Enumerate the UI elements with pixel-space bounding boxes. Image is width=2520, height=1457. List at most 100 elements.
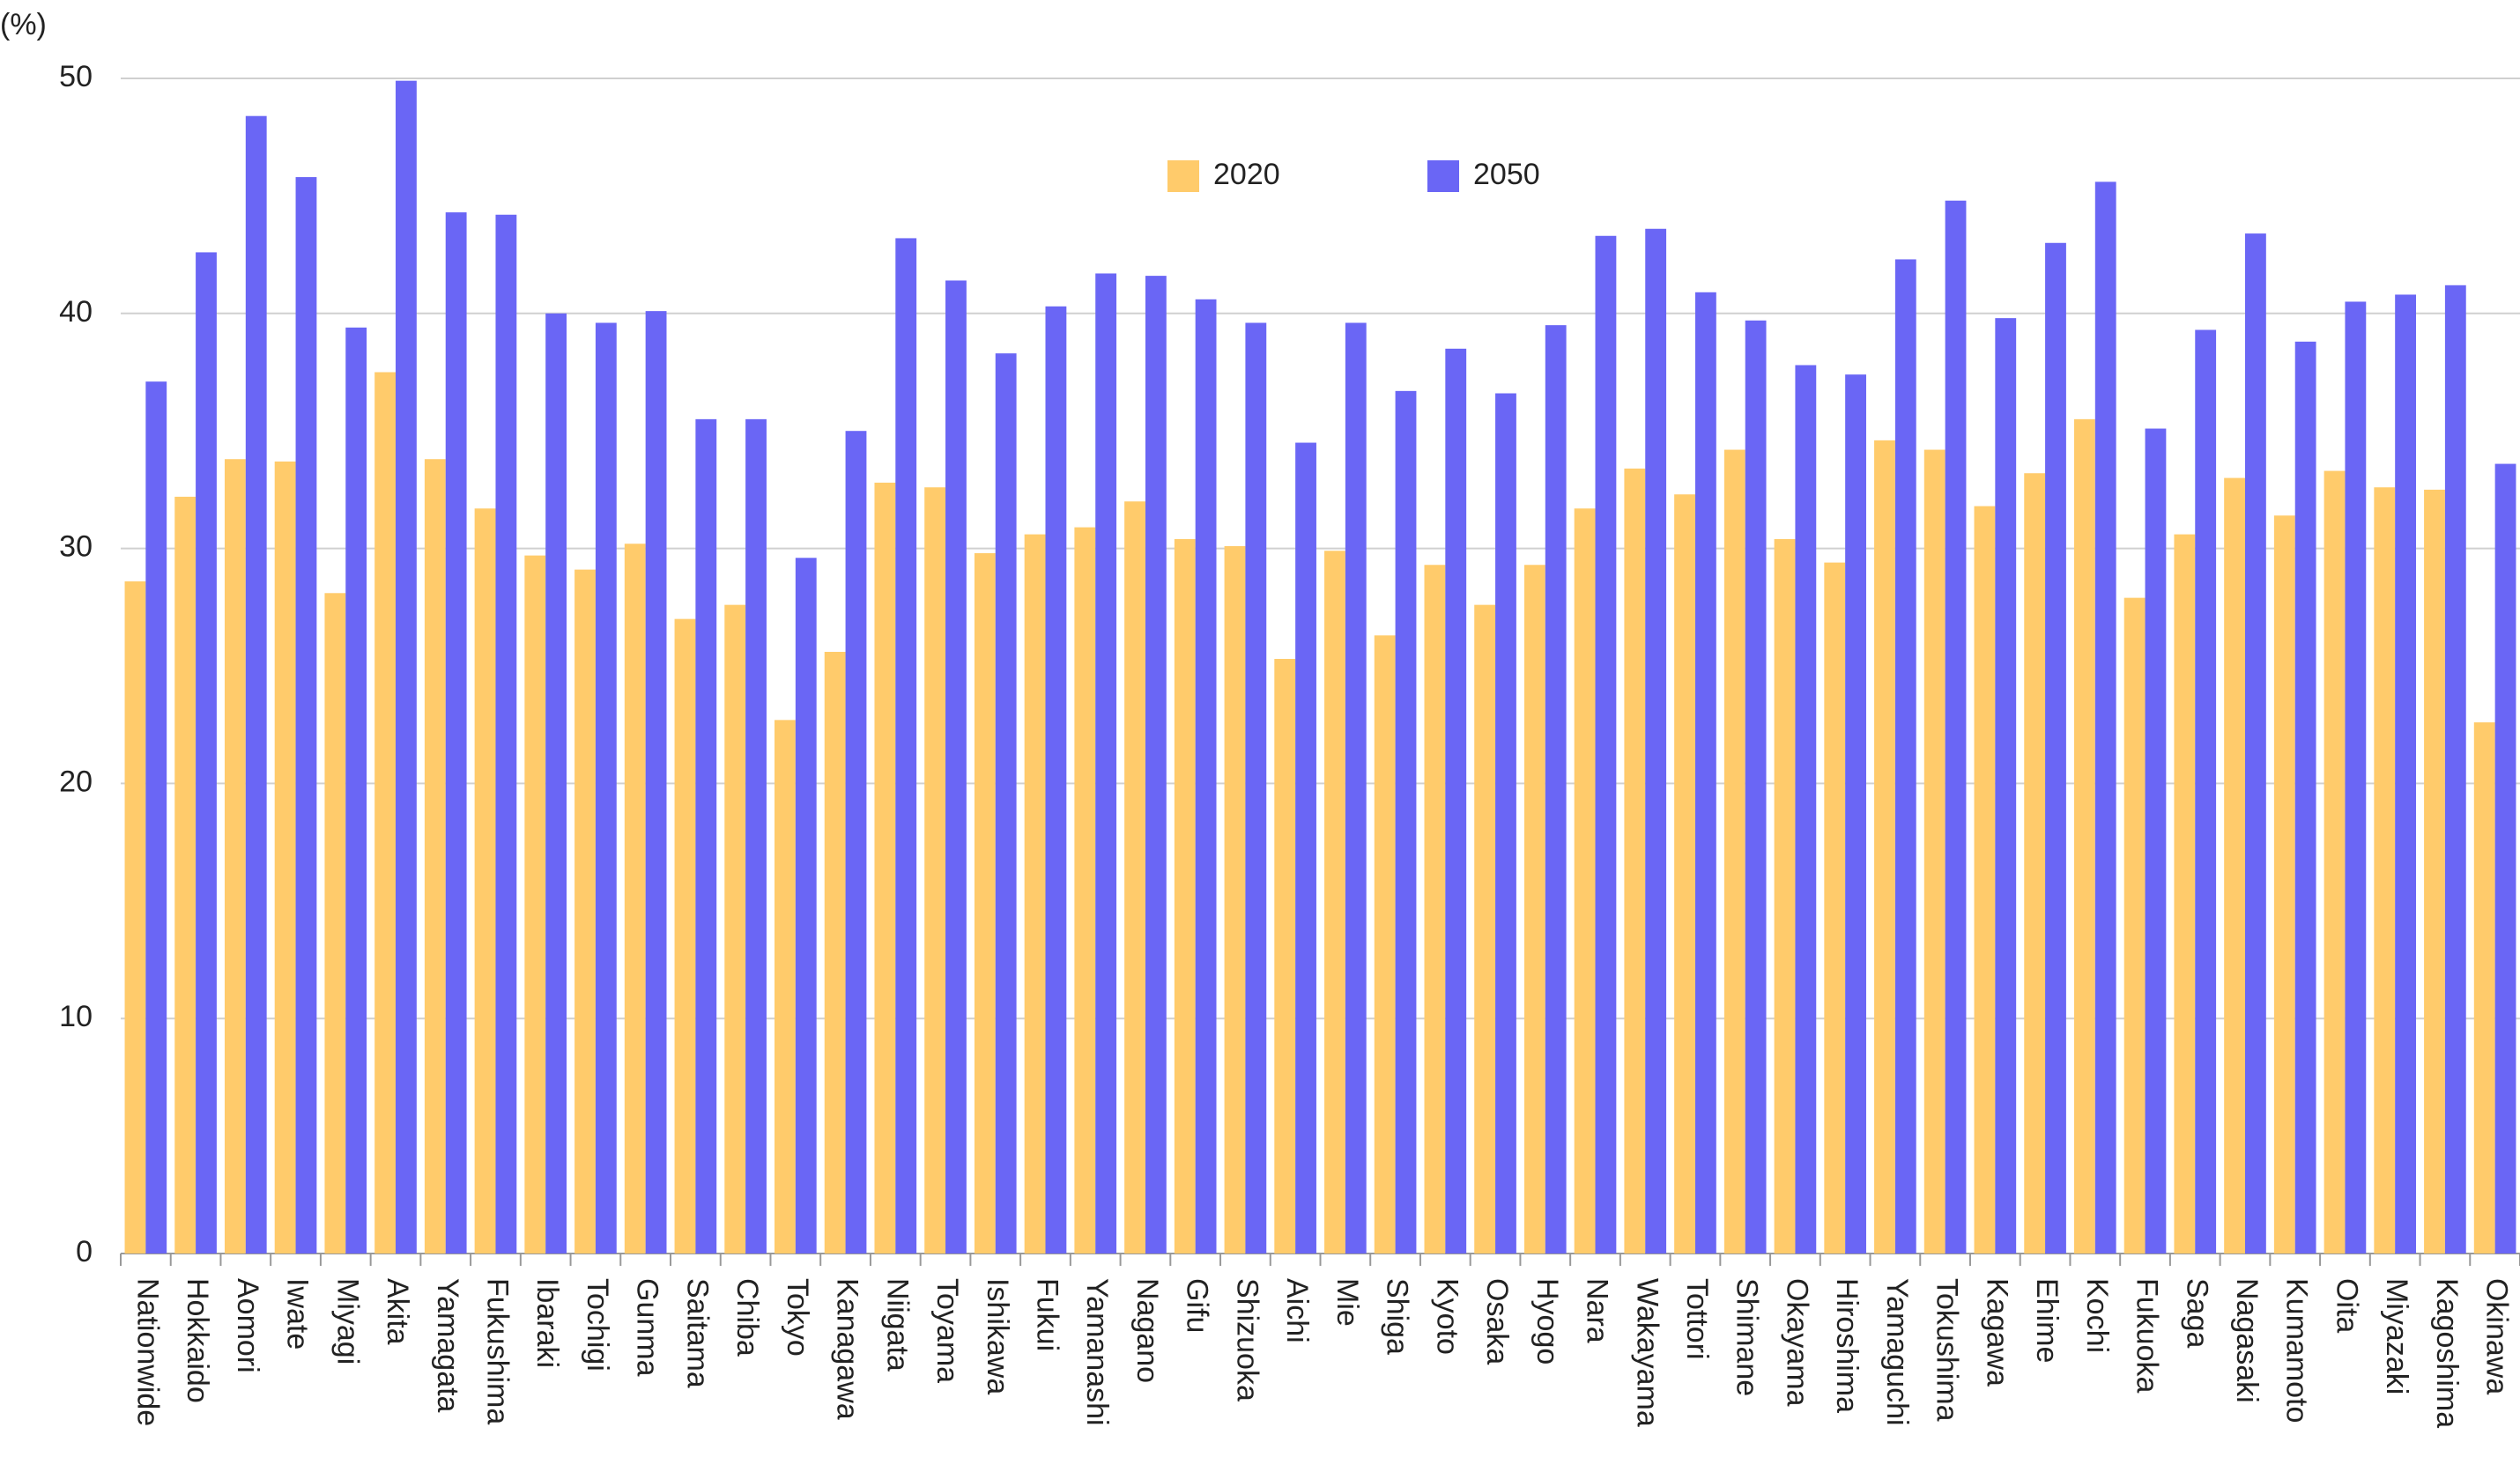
bar (874, 482, 896, 1254)
x-tick-label: Kumamoto (2280, 1278, 2314, 1423)
x-tick-label: Yamaguchi (1880, 1278, 1914, 1426)
bar (1395, 390, 1417, 1254)
bar (1045, 306, 1067, 1254)
x-tick-label: Nara (1581, 1278, 1614, 1343)
bar (1824, 562, 1846, 1254)
x-tick-label: Kochi (2080, 1278, 2114, 1353)
x-tick-label: Gifu (1181, 1278, 1214, 1333)
bar (1945, 200, 1967, 1254)
bar (424, 459, 446, 1254)
x-tick-label: Yamagata (431, 1278, 464, 1413)
x-tick-label: Miyagi (330, 1278, 364, 1365)
bar (324, 593, 346, 1254)
x-tick-label: Tochigi (581, 1278, 614, 1372)
y-tick-label: 40 (59, 295, 93, 329)
bar (1995, 318, 2017, 1254)
x-tick-label: Nagasaki (2230, 1278, 2264, 1403)
bar (2145, 428, 2167, 1254)
bar (1974, 506, 1996, 1254)
x-tick-label: Niigata (880, 1278, 914, 1372)
bar (1195, 299, 1217, 1254)
bar (845, 431, 867, 1254)
bar (445, 212, 467, 1254)
bar (1845, 374, 1866, 1254)
y-tick-label: 0 (76, 1235, 93, 1268)
x-tick-label: Iwate (281, 1278, 315, 1350)
legend-swatch (1427, 160, 1459, 192)
bar (1595, 235, 1617, 1254)
x-tick-label: Saitama (680, 1278, 714, 1388)
bar (1723, 449, 1745, 1254)
bar (2494, 463, 2516, 1254)
bar (1624, 468, 1646, 1254)
bar (1923, 449, 1946, 1254)
bar (645, 311, 667, 1254)
bar (145, 381, 167, 1254)
bar (396, 80, 417, 1254)
x-tick-label: Kagawa (1980, 1278, 2013, 1387)
x-tick-label: Chiba (730, 1278, 764, 1357)
x-tick-label: Mie (1330, 1278, 1364, 1327)
x-tick-label: Nationwide (130, 1278, 164, 1426)
bar (1495, 393, 1516, 1254)
bar (574, 569, 596, 1254)
bar (1745, 320, 1767, 1254)
bar (824, 651, 846, 1254)
x-tick-label: Yamanashi (1080, 1278, 1114, 1426)
x-tick-label: Aichi (1280, 1278, 1314, 1343)
bar (224, 459, 246, 1254)
y-tick-label: 20 (59, 765, 93, 798)
bar (2073, 418, 2095, 1254)
bar (624, 544, 646, 1254)
bar (795, 558, 817, 1254)
x-tick-label: Fukushima (480, 1278, 514, 1424)
bar (474, 508, 496, 1254)
bar (1224, 545, 1246, 1254)
y-axis-label: (%) (0, 8, 47, 41)
bar (1074, 527, 1096, 1254)
x-tick-label: Aomori (231, 1278, 264, 1373)
legend-swatch (1167, 160, 1199, 192)
x-tick-label: Hyogo (1531, 1278, 1564, 1365)
x-tick-label: Oita (2330, 1278, 2363, 1333)
bar (1424, 565, 1446, 1254)
x-tick-label: Tottori (1680, 1278, 1714, 1360)
x-tick-label: Hokkaido (181, 1278, 214, 1403)
x-tick-label: Akita (381, 1278, 414, 1345)
bar (374, 372, 397, 1254)
x-tick-label: Nagano (1130, 1278, 1164, 1383)
bar (2024, 473, 2046, 1254)
bar (245, 115, 267, 1254)
bar (1374, 635, 1396, 1254)
bar (2473, 722, 2495, 1254)
bar (2273, 515, 2295, 1254)
x-tick-label: Shimane (1731, 1278, 1764, 1396)
bar (174, 496, 196, 1254)
bar (595, 322, 617, 1254)
bar (1545, 325, 1567, 1254)
bar (1574, 508, 1596, 1254)
x-tick-label: Kanagawa (831, 1278, 864, 1420)
x-tick-label: Okayama (1780, 1278, 1813, 1407)
bar (924, 487, 946, 1254)
bar (1124, 501, 1145, 1254)
bar (274, 461, 296, 1254)
bar (745, 418, 767, 1254)
bar (1774, 538, 1796, 1254)
x-tick-label: Hiroshima (1830, 1278, 1864, 1413)
bar (524, 555, 546, 1254)
x-tick-label: Toyama (930, 1278, 964, 1383)
bar (1295, 442, 1316, 1254)
bar (2094, 181, 2116, 1254)
bar (2045, 242, 2066, 1254)
bar (674, 618, 696, 1254)
bar (196, 252, 217, 1254)
bar (2123, 597, 2146, 1254)
bar (1274, 658, 1296, 1254)
x-tick-label: Gunma (631, 1278, 664, 1377)
bar (2374, 487, 2396, 1254)
bar (2324, 470, 2346, 1254)
bar (695, 418, 717, 1254)
y-tick-label: 30 (59, 530, 93, 564)
